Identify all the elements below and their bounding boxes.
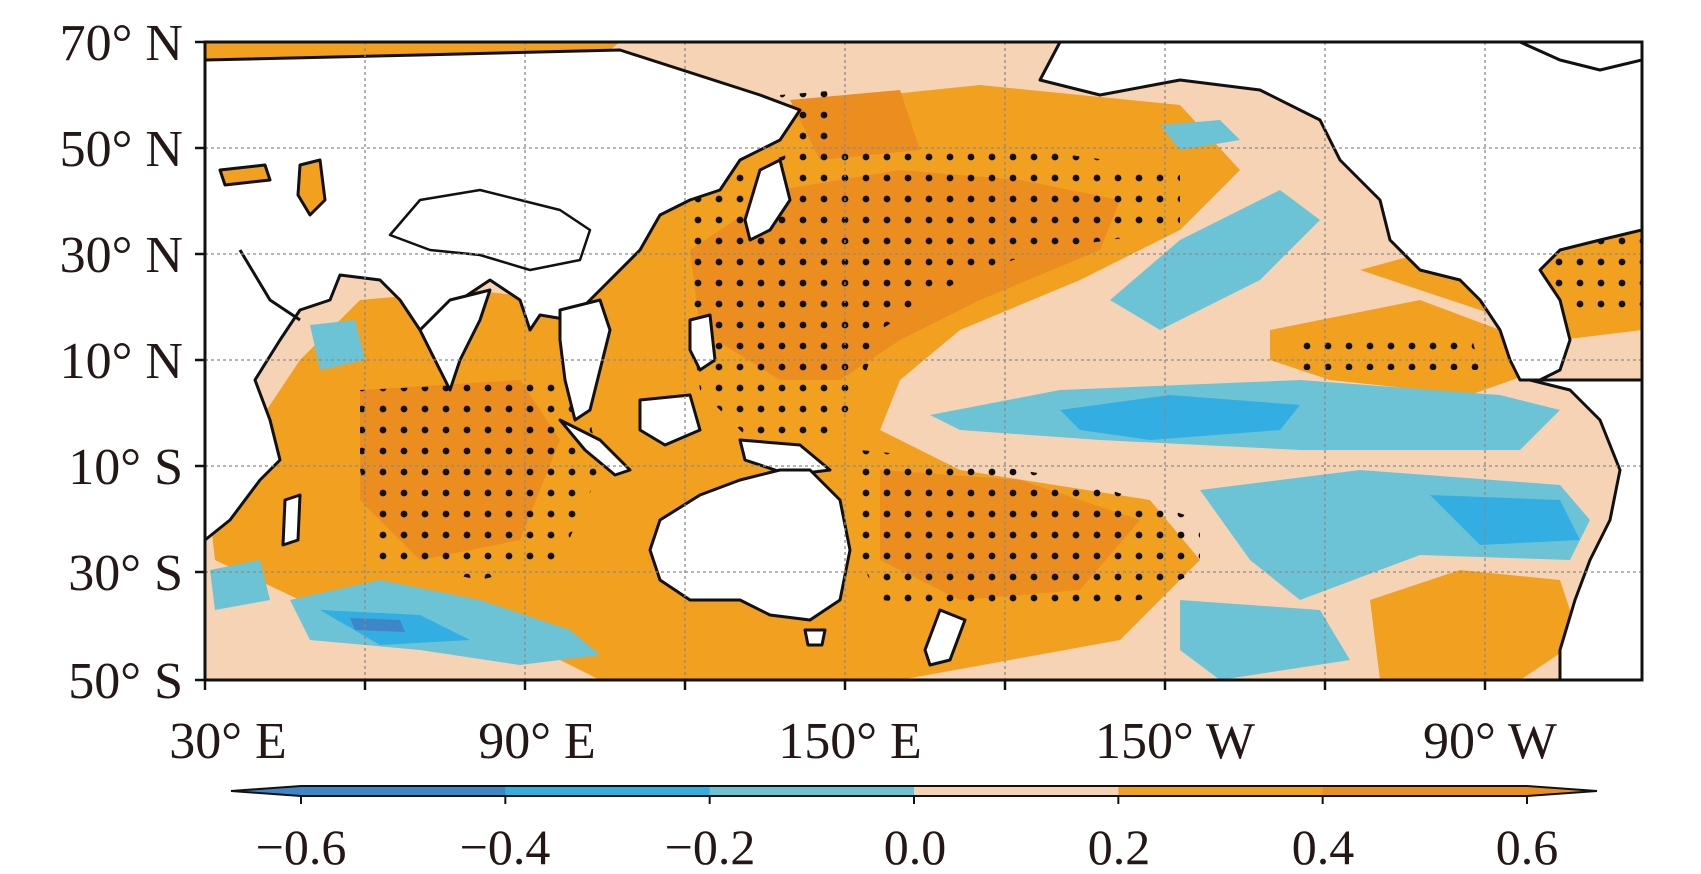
colorbar-segments [231,786,1597,796]
tasmania-island [803,628,827,647]
land-masses [205,42,1642,680]
latitude-labels: 70° N 50° N 30° N 10° N 10° S 30° S 50° … [60,15,183,710]
greenland-landmass [1518,42,1642,72]
colorbar-label-3: 0.0 [884,819,947,874]
lat-label-30n: 30° N [60,227,183,284]
longitude-labels: 30° E 90° E 150° E 150° W 90° W [169,713,1557,770]
colorbar-segment [1118,786,1324,796]
colorbar-labels: −0.6 −0.4 −0.2 0.0 0.2 0.4 0.6 [256,819,1559,874]
madagascar-island [281,493,302,547]
lon-label-150e: 150° E [778,713,922,770]
lat-label-70n: 70° N [60,15,183,72]
colorbar-label-2: −0.2 [665,819,756,874]
colorbar-extend-high [1527,786,1597,796]
map-gridlines [205,42,1642,680]
significance-stippling [360,70,1642,610]
colorbar-segment [301,786,506,796]
colorbar: −0.6 −0.4 −0.2 0.0 0.2 0.4 0.6 [230,785,1598,874]
sumatra-island [558,418,632,477]
caspian-sea [296,158,327,217]
south-america-landmass [1528,378,1642,680]
lat-label-50s: 50° S [68,653,183,710]
lat-label-10s: 10° S [68,439,183,496]
colorbar-segment [914,786,1119,796]
strongest-negative-anomaly-fields [350,618,405,632]
north-america-landmass [1038,42,1642,382]
australia-landmass [648,468,852,622]
lon-label-90w: 90° W [1423,713,1557,770]
colorbar-label-4: 0.2 [1088,819,1151,874]
philippines-islands [688,313,717,372]
colorbar-extend-low [231,786,301,796]
new-zealand-island [923,608,967,667]
colorbar-label-6: 0.6 [1496,819,1559,874]
axis-ticks [195,40,1487,690]
lon-label-90e: 90° E [478,713,596,770]
lat-label-50n: 50° N [60,121,183,178]
colorbar-frame [230,785,1598,804]
colorbar-segment [709,786,915,796]
colorbar-label-5: 0.4 [1292,819,1355,874]
lon-label-150w: 150° W [1095,713,1255,770]
colorbar-segment [505,786,711,796]
india-peninsula [418,288,492,392]
colorbar-segment [1322,786,1528,796]
lon-label-30e: 30° E [169,713,287,770]
black-sea [218,163,272,187]
lat-label-30s: 30° S [68,545,183,602]
map-panel [205,42,1642,680]
arabia-coast-detail [238,249,301,322]
lat-label-10n: 10° N [60,333,183,390]
colorbar-label-1: −0.4 [460,819,551,874]
japan-islands [743,158,792,242]
colorbar-label-0: −0.6 [256,819,347,874]
eurasia-africa-landmass [205,48,802,542]
tibet-plateau-outline [388,188,592,272]
